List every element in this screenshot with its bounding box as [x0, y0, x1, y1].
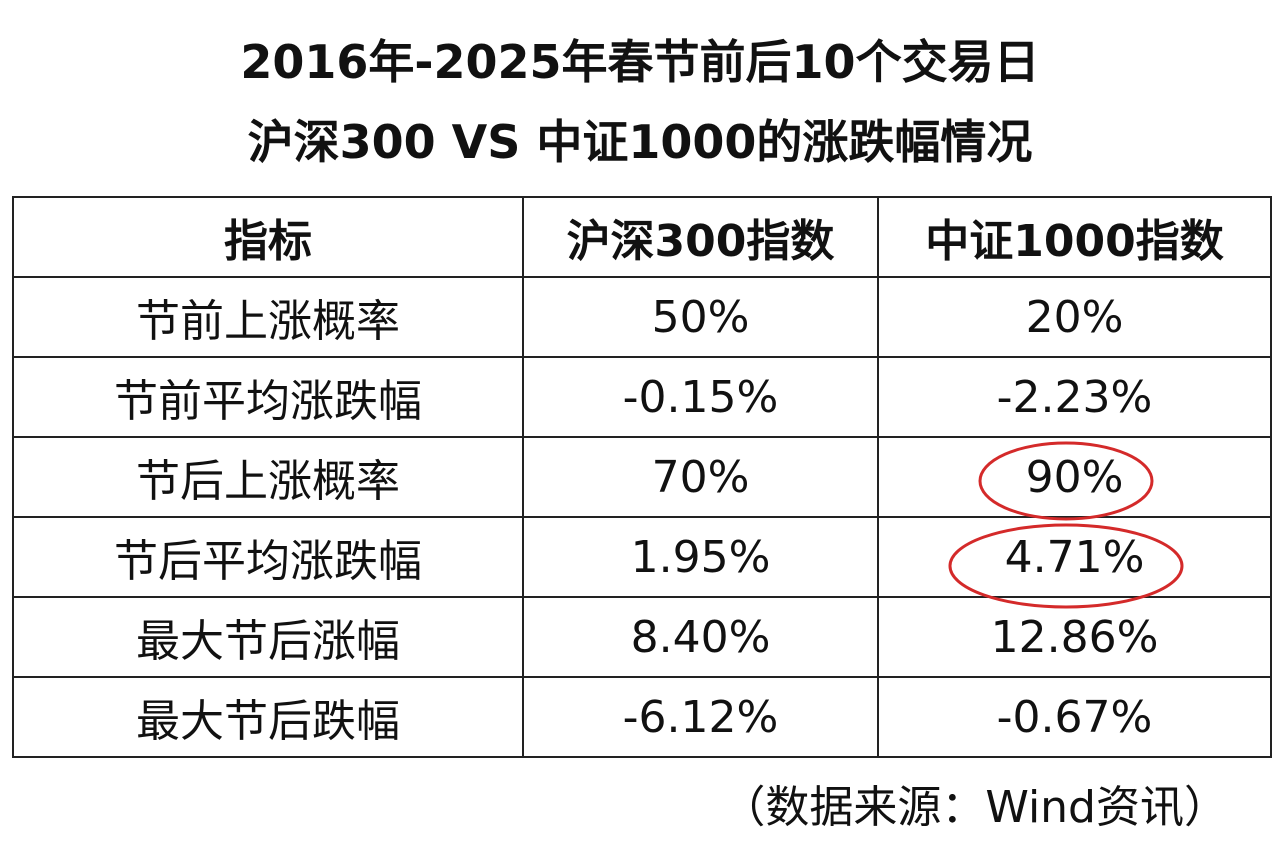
table-row: 节前上涨概率 50% 20% — [12, 276, 1272, 358]
table-row: 节前平均涨跌幅 -0.15% -2.23% — [12, 356, 1272, 438]
header-row: 指标 沪深300指数 中证1000指数 — [12, 196, 1272, 278]
table-row: 节后平均涨跌幅 1.95% 4.71% — [12, 516, 1272, 598]
column-header: 沪深300指数 — [522, 196, 879, 278]
row-label: 最大节后涨幅 — [12, 596, 524, 678]
title-line: 沪深300 VS 中证1000的涨跌幅情况 — [247, 115, 1033, 169]
cell: 90% — [877, 436, 1272, 518]
row-label: 节前上涨概率 — [12, 276, 524, 358]
row-label: 最大节后跌幅 — [12, 676, 524, 758]
title-line: 2016年-2025年春节前后10个交易日 — [240, 35, 1040, 89]
data-table: 指标 沪深300指数 中证1000指数 节前上涨概率 50% 20% 节前平均涨跌幅 -0.… — [12, 196, 1272, 758]
cell: 12.86% — [877, 596, 1272, 678]
cell: 8.40% — [522, 596, 879, 678]
column-header: 中证1000指数 — [877, 196, 1272, 278]
row-label: 节后平均涨跌幅 — [12, 516, 524, 598]
cell: 1.95% — [522, 516, 879, 598]
cell: 50% — [522, 276, 879, 358]
cell: 20% — [877, 276, 1272, 358]
cell: -2.23% — [877, 356, 1272, 438]
row-label: 节前平均涨跌幅 — [12, 356, 524, 438]
cell: -0.67% — [877, 676, 1272, 758]
table-row: 节后上涨概率 70% 90% — [12, 436, 1272, 518]
table-body: 节前上涨概率 50% 20% 节前平均涨跌幅 -0.15% -2.23% 节后上涨概率 70%… — [12, 276, 1272, 758]
cell: 70% — [522, 436, 879, 518]
cell: -0.15% — [522, 356, 879, 438]
row-label: 节后上涨概率 — [12, 436, 524, 518]
source-note: （数据来源：Wind资讯） — [721, 782, 1228, 833]
cell: 4.71% — [877, 516, 1272, 598]
column-header: 指标 — [12, 196, 524, 278]
table-row: 最大节后涨幅 8.40% 12.86% — [12, 596, 1272, 678]
table-row: 最大节后跌幅 -6.12% -0.67% — [12, 676, 1272, 758]
cell: -6.12% — [522, 676, 879, 758]
